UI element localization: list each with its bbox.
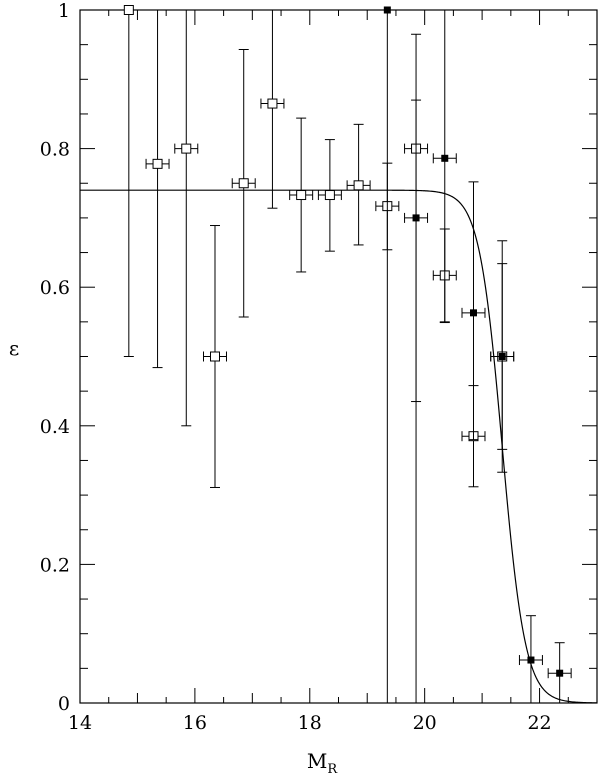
x-axis-title: MR — [307, 749, 338, 777]
open-data-point — [174, 10, 199, 427]
filled-square-marker — [527, 656, 535, 664]
open-data-point — [145, 10, 170, 369]
open-data-point — [231, 49, 256, 318]
open-data-point — [289, 117, 314, 273]
axis-ticks — [79, 9, 598, 704]
filled-square-marker — [383, 6, 391, 14]
open-square-marker — [267, 98, 278, 109]
x-tick-label: 18 — [298, 712, 322, 734]
filled-data-point — [432, 10, 457, 324]
filled-data-point — [490, 263, 515, 450]
open-square-marker — [209, 351, 220, 362]
y-tick-label: 0.4 — [40, 416, 70, 438]
filled-square-marker — [412, 214, 420, 222]
y-axis-title: ε — [9, 336, 19, 360]
open-data-point — [317, 139, 342, 252]
data-points — [123, 5, 572, 703]
open-square-marker — [353, 180, 364, 191]
y-tick-label: 0.6 — [40, 277, 70, 299]
open-square-marker — [324, 190, 335, 201]
x-tick-label: 14 — [68, 712, 92, 734]
fit-curve-group — [80, 189, 598, 704]
filled-data-point — [518, 615, 543, 703]
axis-tick-labels: 14 16 18 20 22 0 0.2 0.4 0.6 0.8 1 — [40, 0, 552, 734]
filled-square-marker — [469, 309, 477, 317]
y-tick-label: 0 — [58, 693, 70, 715]
open-square-marker — [152, 158, 163, 169]
open-data-point — [260, 10, 285, 209]
open-data-point — [123, 5, 134, 357]
filled-square-marker — [498, 353, 506, 360]
open-data-point — [203, 225, 227, 488]
open-square-marker — [296, 190, 307, 201]
filled-square-marker — [441, 154, 449, 162]
open-square-marker — [123, 5, 134, 15]
x-tick-label: 20 — [413, 712, 437, 734]
y-tick-label: 0.8 — [40, 139, 70, 161]
x-tick-label: 22 — [527, 712, 551, 734]
y-tick-label: 1 — [58, 0, 70, 22]
x-tick-label: 16 — [183, 712, 207, 734]
open-data-point — [346, 123, 371, 246]
open-square-marker — [181, 143, 192, 154]
axis-titles: MR ε — [9, 336, 339, 777]
filled-data-point — [404, 99, 429, 703]
open-square-marker — [238, 178, 249, 189]
filled-data-point — [383, 6, 391, 703]
filled-data-point — [461, 181, 486, 441]
filled-data-point — [547, 642, 572, 703]
filled-square-marker — [556, 669, 564, 677]
y-tick-label: 0.2 — [40, 554, 70, 576]
fit-curve — [80, 189, 598, 704]
